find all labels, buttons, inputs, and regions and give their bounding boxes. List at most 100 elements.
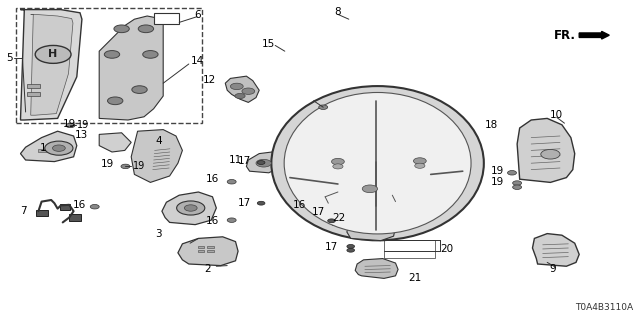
Bar (356, 228, 362, 231)
Polygon shape (532, 234, 579, 266)
Polygon shape (99, 16, 163, 120)
Text: 22: 22 (332, 213, 346, 223)
Bar (351, 182, 392, 195)
Polygon shape (246, 152, 280, 173)
Bar (16, 8, 202, 123)
Bar (380, 147, 400, 157)
Circle shape (108, 97, 123, 105)
Circle shape (35, 45, 71, 63)
Circle shape (227, 180, 236, 184)
Bar (60, 204, 70, 210)
Text: 17: 17 (312, 207, 325, 217)
Text: 19: 19 (63, 119, 76, 129)
Text: 6: 6 (194, 10, 200, 20)
Circle shape (121, 164, 130, 169)
Circle shape (508, 171, 516, 175)
Polygon shape (178, 237, 238, 266)
Bar (207, 246, 214, 248)
Bar (69, 214, 81, 221)
Polygon shape (347, 213, 396, 241)
Text: 16: 16 (292, 200, 306, 210)
Bar (38, 149, 50, 152)
Circle shape (513, 181, 522, 185)
Circle shape (347, 244, 355, 248)
Text: 12: 12 (203, 75, 216, 85)
Circle shape (184, 205, 197, 211)
Circle shape (114, 25, 129, 33)
Text: 4: 4 (156, 136, 162, 147)
Bar (348, 146, 405, 158)
Text: FR.: FR. (554, 29, 576, 42)
Text: 21: 21 (408, 273, 422, 283)
Bar (410, 154, 434, 166)
Ellipse shape (271, 86, 484, 240)
Text: 11: 11 (228, 155, 242, 165)
Polygon shape (162, 192, 216, 225)
Bar (198, 246, 204, 248)
Bar (207, 250, 214, 252)
Circle shape (45, 141, 73, 155)
Circle shape (541, 149, 560, 159)
Circle shape (143, 51, 158, 58)
Text: 7: 7 (20, 205, 27, 216)
Text: 3: 3 (156, 229, 162, 239)
Circle shape (90, 204, 99, 209)
Text: 20: 20 (440, 244, 454, 254)
Circle shape (52, 145, 65, 151)
Circle shape (413, 158, 426, 164)
Circle shape (257, 161, 265, 164)
Circle shape (104, 51, 120, 58)
Text: 9: 9 (549, 264, 556, 274)
Circle shape (256, 159, 271, 167)
Text: 5: 5 (6, 52, 13, 63)
Circle shape (513, 185, 522, 189)
Text: 8: 8 (335, 7, 341, 17)
Text: 18: 18 (484, 120, 498, 131)
Bar (198, 250, 204, 252)
Text: 17: 17 (237, 198, 251, 208)
Circle shape (235, 93, 245, 99)
Circle shape (314, 203, 323, 208)
Text: 19: 19 (133, 161, 146, 172)
Circle shape (257, 201, 265, 205)
Polygon shape (579, 31, 609, 39)
Text: 16: 16 (73, 200, 86, 211)
Text: 14: 14 (191, 56, 204, 67)
Text: T0A4B3110A: T0A4B3110A (575, 303, 634, 312)
Text: 19: 19 (491, 166, 504, 176)
Circle shape (242, 88, 255, 94)
Bar (366, 228, 372, 231)
Text: H: H (49, 49, 58, 60)
Circle shape (230, 83, 243, 90)
Text: 10: 10 (550, 110, 563, 120)
Text: 2: 2 (205, 264, 211, 274)
Polygon shape (31, 14, 73, 115)
Text: 19: 19 (100, 159, 114, 169)
Circle shape (66, 123, 75, 128)
Polygon shape (20, 131, 77, 162)
Bar (352, 147, 376, 157)
Circle shape (332, 158, 344, 165)
Circle shape (138, 25, 154, 33)
Bar (332, 218, 346, 225)
Polygon shape (355, 259, 398, 278)
Circle shape (333, 164, 343, 169)
Polygon shape (225, 76, 259, 102)
Text: 19: 19 (491, 177, 504, 187)
Text: 15: 15 (262, 39, 275, 49)
Text: 13: 13 (75, 130, 88, 140)
Bar (361, 223, 367, 226)
Text: 17: 17 (324, 242, 338, 252)
Bar (154, 13, 179, 24)
Text: 16: 16 (205, 216, 219, 227)
Polygon shape (99, 133, 131, 152)
Text: 17: 17 (237, 156, 251, 166)
Text: 19: 19 (77, 120, 90, 131)
Ellipse shape (284, 92, 471, 234)
Circle shape (319, 105, 328, 109)
Circle shape (332, 211, 340, 214)
Bar (27, 84, 40, 88)
Circle shape (132, 86, 147, 93)
Bar (354, 189, 372, 194)
Bar (384, 240, 435, 258)
